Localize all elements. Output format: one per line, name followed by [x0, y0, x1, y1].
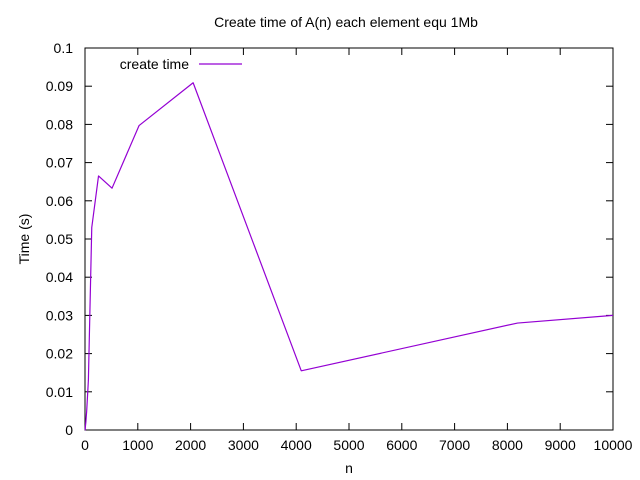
series-line-create-time	[84, 82, 614, 431]
y-tick-label: 0.09	[46, 78, 73, 94]
y-tick-label: 0.06	[46, 193, 73, 209]
y-tick-label: 0.01	[46, 384, 73, 400]
chart-title: Create time of A(n) each element equ 1Mb	[214, 14, 478, 30]
series-layer	[84, 82, 614, 431]
y-tick-label: 0.07	[46, 155, 73, 171]
x-tick-label: 0	[81, 437, 89, 453]
x-tick-label: 5000	[333, 437, 364, 453]
x-tick-label: 8000	[492, 437, 523, 453]
y-axis-label: Time (s)	[16, 214, 32, 265]
x-tick-label: 3000	[228, 437, 259, 453]
legend: create time	[120, 56, 242, 72]
y-tick-label: 0.03	[46, 307, 73, 323]
x-tick-label: 4000	[281, 437, 312, 453]
legend-label: create time	[120, 56, 189, 72]
y-axis: 0 0.01 0.02 0.03 0.04 0.05 0.06 0.07 0.08 0.09 0.1	[46, 40, 613, 438]
y-tick-label: 0	[65, 422, 73, 438]
x-tick-label: 7000	[439, 437, 470, 453]
x-tick-label: 6000	[386, 437, 417, 453]
y-tick-label: 0.08	[46, 116, 73, 132]
x-tick-label: 1000	[122, 437, 153, 453]
y-tick-label: 0.02	[46, 346, 73, 362]
x-tick-label: 9000	[545, 437, 576, 453]
x-axis: 0 1000 2000 3000 4000 5000 6000 7000 8000 9000 100…	[81, 48, 633, 453]
y-tick-label: 0.04	[46, 269, 73, 285]
x-tick-label: 2000	[175, 437, 206, 453]
x-axis-label: n	[345, 460, 353, 476]
y-tick-label: 0.05	[46, 231, 73, 247]
x-tick-label: 10000	[594, 437, 633, 453]
y-tick-label: 0.1	[54, 40, 74, 56]
